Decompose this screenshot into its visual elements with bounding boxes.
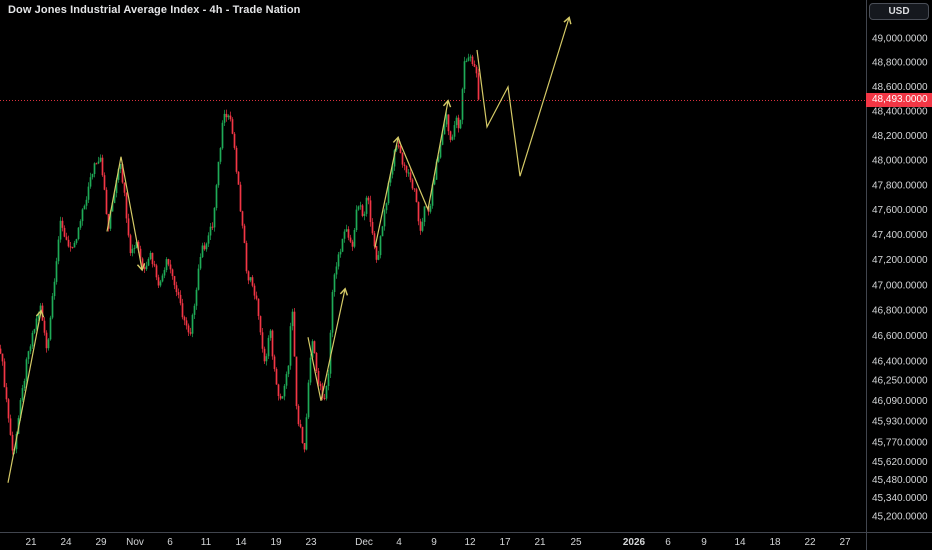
- drawing-up-arrow-dec-leg[interactable]: [374, 135, 402, 248]
- svg-text:6: 6: [665, 537, 671, 548]
- svg-text:48,400.0000: 48,400.0000: [872, 107, 928, 118]
- svg-text:47,200.0000: 47,200.0000: [872, 255, 928, 266]
- svg-text:23: 23: [305, 537, 317, 548]
- svg-text:24: 24: [60, 537, 72, 548]
- svg-text:Nov: Nov: [126, 537, 144, 548]
- svg-text:Dec: Dec: [355, 537, 373, 548]
- svg-text:45,340.0000: 45,340.0000: [872, 493, 928, 504]
- svg-text:11: 11: [201, 537, 212, 548]
- svg-text:17: 17: [499, 537, 511, 548]
- svg-text:22: 22: [804, 537, 816, 548]
- svg-text:47,800.0000: 47,800.0000: [872, 180, 928, 191]
- svg-text:27: 27: [839, 537, 851, 548]
- trend-drawings[interactable]: [7, 16, 572, 483]
- svg-text:6: 6: [167, 537, 173, 548]
- svg-text:21: 21: [25, 537, 37, 548]
- drawing-zigzag-nov-low-reversal[interactable]: [307, 287, 349, 401]
- svg-text:45,480.0000: 45,480.0000: [872, 475, 928, 486]
- symbol-title: Dow Jones Industrial Average Index - 4h …: [8, 4, 301, 16]
- svg-text:48,000.0000: 48,000.0000: [872, 156, 928, 167]
- svg-text:45,200.0000: 45,200.0000: [872, 512, 928, 523]
- svg-text:47,000.0000: 47,000.0000: [872, 280, 928, 291]
- svg-text:14: 14: [235, 537, 247, 548]
- svg-text:4: 4: [396, 537, 402, 548]
- svg-text:46,090.0000: 46,090.0000: [872, 396, 928, 407]
- svg-text:45,620.0000: 45,620.0000: [872, 457, 928, 468]
- price-axis-labels: 49,000.0000 48,800.0000 48,600.0000 48,400.…: [872, 34, 928, 523]
- svg-text:48,800.0000: 48,800.0000: [872, 58, 928, 69]
- drawing-up-arrow-oct-rally[interactable]: [7, 309, 45, 483]
- candlestick-series: [0, 53, 480, 455]
- svg-text:45,930.0000: 45,930.0000: [872, 417, 928, 428]
- svg-text:14: 14: [734, 537, 746, 548]
- svg-text:2026: 2026: [623, 537, 646, 548]
- svg-text:49,000.0000: 49,000.0000: [872, 34, 928, 45]
- time-axis[interactable]: [0, 533, 932, 550]
- svg-text:9: 9: [431, 537, 437, 548]
- svg-text:21: 21: [534, 537, 546, 548]
- svg-text:25: 25: [570, 537, 582, 548]
- svg-text:46,600.0000: 46,600.0000: [872, 331, 928, 342]
- svg-text:12: 12: [464, 537, 476, 548]
- svg-text:45,770.0000: 45,770.0000: [872, 437, 928, 448]
- svg-text:29: 29: [95, 537, 107, 548]
- svg-text:47,600.0000: 47,600.0000: [872, 205, 928, 216]
- svg-text:48,200.0000: 48,200.0000: [872, 131, 928, 142]
- svg-text:46,250.0000: 46,250.0000: [872, 376, 928, 387]
- drawing-zigzag-dec-pullback[interactable]: [397, 99, 452, 212]
- current-price-label: 48,493.0000: [866, 93, 932, 107]
- drawing-projection-zigzag[interactable]: [476, 16, 572, 177]
- svg-text:19: 19: [270, 537, 282, 548]
- drawing-zigzag-nov-top-reversal[interactable]: [106, 156, 146, 272]
- price-axis[interactable]: [867, 0, 932, 532]
- svg-text:46,400.0000: 46,400.0000: [872, 356, 928, 367]
- time-axis-labels: 21 24 29 Nov 6 11 14 19 23 Dec 4 9 12 17 21 25 2026 6 9 14 1…: [25, 537, 851, 548]
- svg-text:47,400.0000: 47,400.0000: [872, 230, 928, 241]
- svg-text:48,600.0000: 48,600.0000: [872, 82, 928, 93]
- currency-button[interactable]: USD: [869, 3, 929, 20]
- svg-text:18: 18: [769, 537, 781, 548]
- svg-text:9: 9: [701, 537, 707, 548]
- svg-text:46,800.0000: 46,800.0000: [872, 306, 928, 317]
